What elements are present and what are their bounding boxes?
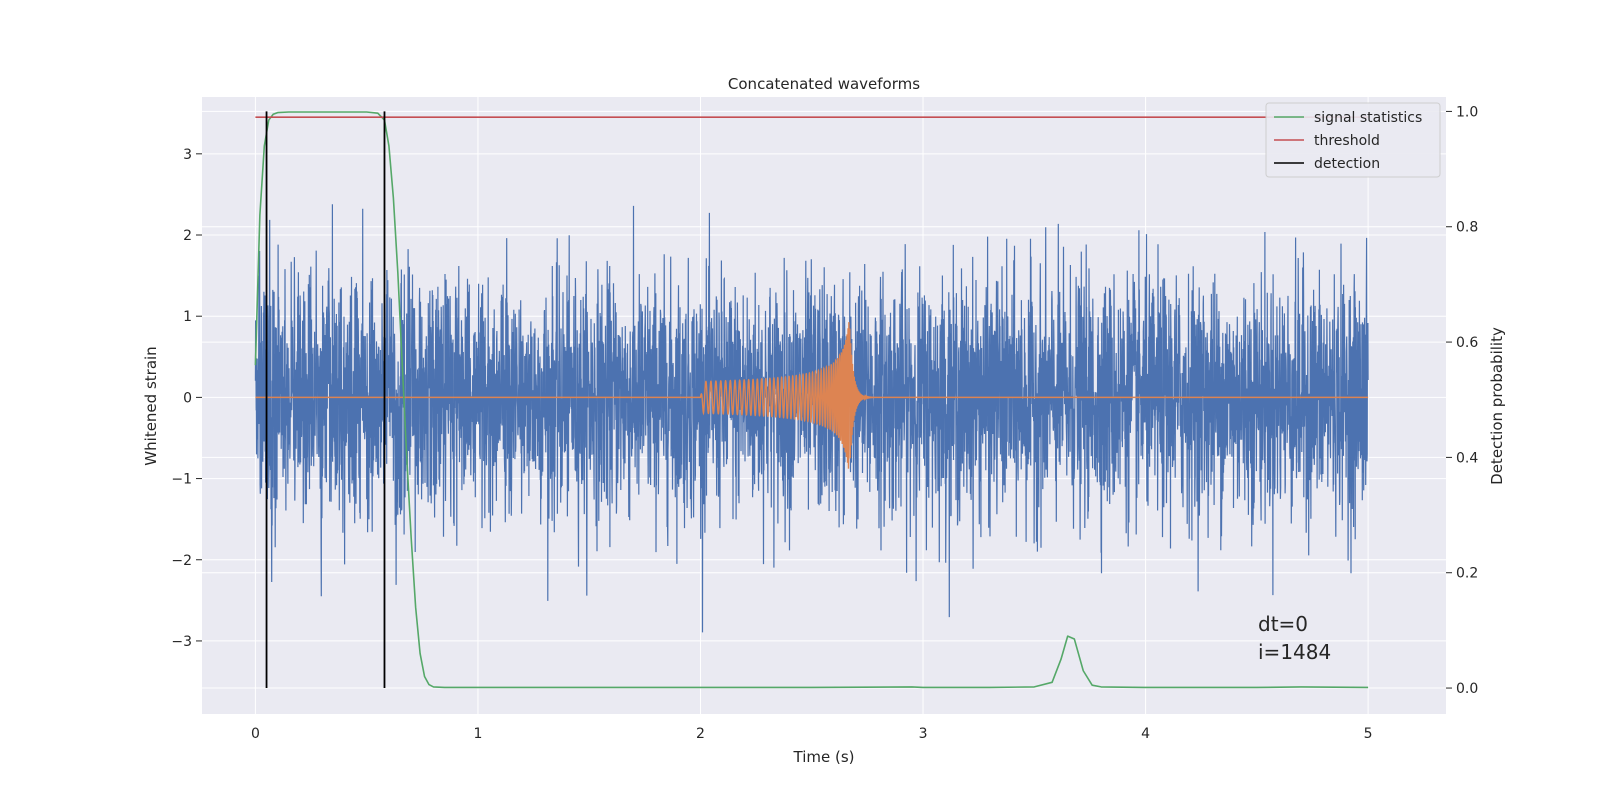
y2-axis-label: Detection probability <box>1488 327 1506 485</box>
y-tick-label: −3 <box>171 634 192 650</box>
x-tick-label: 5 <box>1364 726 1373 742</box>
template-line <box>255 322 1369 469</box>
y-tick-label: 3 <box>183 147 192 163</box>
axes-labels: 0 1 2 3 4 5 −3 −2 −1 0 1 2 3 0.0 0.2 0.4 0.6 0.8 1.0 <box>171 104 1478 742</box>
y2-tick-label: 0.4 <box>1456 450 1478 466</box>
signal-statistics-line <box>254 111 1369 689</box>
y-axis-label: Whitened strain <box>142 346 160 465</box>
legend-detection-label: detection <box>1314 156 1380 172</box>
legend: signal statistics threshold detection <box>1265 102 1441 178</box>
y-tick-label: −1 <box>171 472 192 488</box>
y2-tick-label: 0.8 <box>1456 220 1478 236</box>
annotation-dt: dt=0 <box>1258 612 1308 636</box>
legend-box <box>1265 102 1441 178</box>
template-series <box>255 322 1369 469</box>
legend-signal-label: signal statistics <box>1314 110 1422 126</box>
x-axis-label: Time (s) <box>793 748 855 766</box>
x-tick-label: 1 <box>473 726 482 742</box>
annotation-i: i=1484 <box>1258 640 1331 664</box>
x-tick-label: 0 <box>251 726 260 742</box>
y2-tick-label: 0.2 <box>1456 566 1478 582</box>
y2-tick-label: 1.0 <box>1456 104 1478 120</box>
legend-threshold-label: threshold <box>1314 133 1380 149</box>
y2-tick-label: 0.6 <box>1456 335 1478 351</box>
y-tick-label: 0 <box>183 390 192 406</box>
x-tick-label: 4 <box>1141 726 1150 742</box>
x-tick-label: 3 <box>919 726 928 742</box>
y-tick-label: 2 <box>183 228 192 244</box>
y-tick-label: 1 <box>183 309 192 325</box>
signal-statistics-series <box>254 111 1369 689</box>
y2-tick-label: 0.0 <box>1456 681 1478 697</box>
chart-title: Concatenated waveforms <box>728 75 920 93</box>
y-tick-label: −2 <box>171 553 192 569</box>
detection-series <box>265 111 386 689</box>
x-tick-label: 2 <box>696 726 705 742</box>
